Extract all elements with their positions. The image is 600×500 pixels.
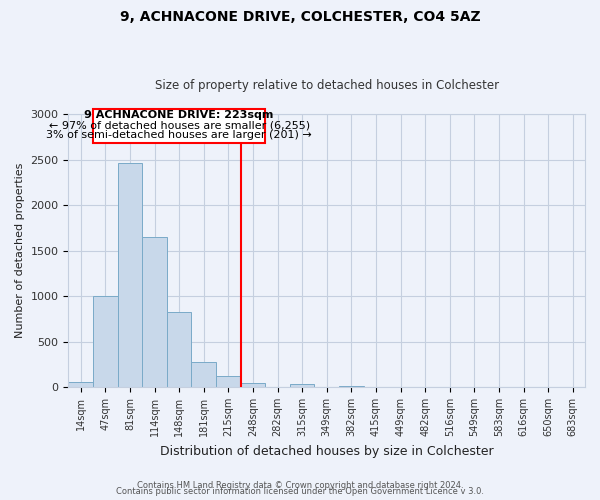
Bar (216, 376, 241, 387)
X-axis label: Distribution of detached houses by size in Colchester: Distribution of detached houses by size … (160, 444, 494, 458)
Bar (339, 386, 364, 387)
Y-axis label: Number of detached properties: Number of detached properties (15, 163, 25, 338)
Bar (93, 296, 118, 387)
Bar (290, 384, 314, 387)
Text: 3% of semi-detached houses are larger (201) →: 3% of semi-detached houses are larger (2… (46, 130, 312, 140)
Bar (142, 237, 167, 387)
Bar (167, 312, 191, 387)
Text: Contains HM Land Registry data © Crown copyright and database right 2024.: Contains HM Land Registry data © Crown c… (137, 481, 463, 490)
Bar (191, 362, 216, 387)
Text: Contains public sector information licensed under the Open Government Licence v : Contains public sector information licen… (116, 488, 484, 496)
Title: Size of property relative to detached houses in Colchester: Size of property relative to detached ho… (155, 79, 499, 92)
Text: ← 97% of detached houses are smaller (6,255): ← 97% of detached houses are smaller (6,… (49, 120, 310, 130)
Text: 9 ACHNACONE DRIVE: 223sqm: 9 ACHNACONE DRIVE: 223sqm (85, 110, 274, 120)
Bar (241, 382, 265, 387)
Bar (118, 163, 142, 387)
Bar (68, 382, 93, 387)
Text: 9, ACHNACONE DRIVE, COLCHESTER, CO4 5AZ: 9, ACHNACONE DRIVE, COLCHESTER, CO4 5AZ (119, 10, 481, 24)
Bar (93, 108, 265, 143)
